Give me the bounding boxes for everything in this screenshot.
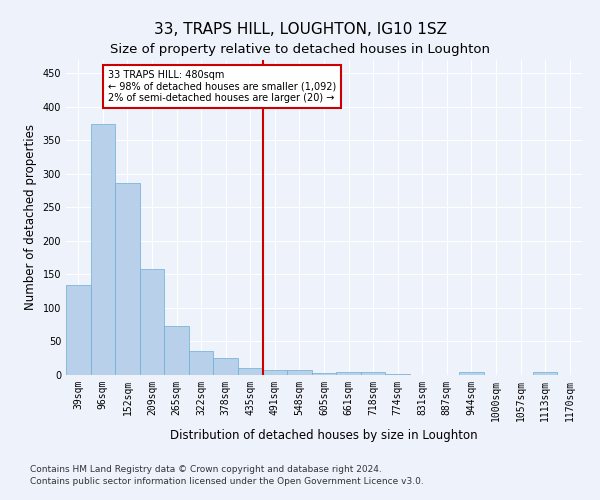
Bar	[312, 373, 336, 375]
Bar	[385, 374, 410, 375]
Text: Size of property relative to detached houses in Loughton: Size of property relative to detached ho…	[110, 42, 490, 56]
Text: 33 TRAPS HILL: 480sqm
← 98% of detached houses are smaller (1,092)
2% of semi-de: 33 TRAPS HILL: 480sqm ← 98% of detached …	[108, 70, 336, 103]
X-axis label: Distribution of detached houses by size in Loughton: Distribution of detached houses by size …	[170, 430, 478, 442]
Text: 33, TRAPS HILL, LOUGHTON, IG10 1SZ: 33, TRAPS HILL, LOUGHTON, IG10 1SZ	[154, 22, 446, 38]
Bar	[164, 326, 189, 375]
Bar	[66, 284, 91, 375]
Bar	[361, 372, 385, 375]
Text: Contains public sector information licensed under the Open Government Licence v3: Contains public sector information licen…	[30, 477, 424, 486]
Bar	[533, 372, 557, 375]
Text: Contains HM Land Registry data © Crown copyright and database right 2024.: Contains HM Land Registry data © Crown c…	[30, 466, 382, 474]
Y-axis label: Number of detached properties: Number of detached properties	[24, 124, 37, 310]
Bar	[287, 370, 312, 375]
Bar	[263, 370, 287, 375]
Bar	[115, 182, 140, 375]
Bar	[214, 358, 238, 375]
Bar	[238, 368, 263, 375]
Bar	[140, 269, 164, 375]
Bar	[459, 372, 484, 375]
Bar	[91, 124, 115, 375]
Bar	[336, 372, 361, 375]
Bar	[189, 351, 214, 375]
